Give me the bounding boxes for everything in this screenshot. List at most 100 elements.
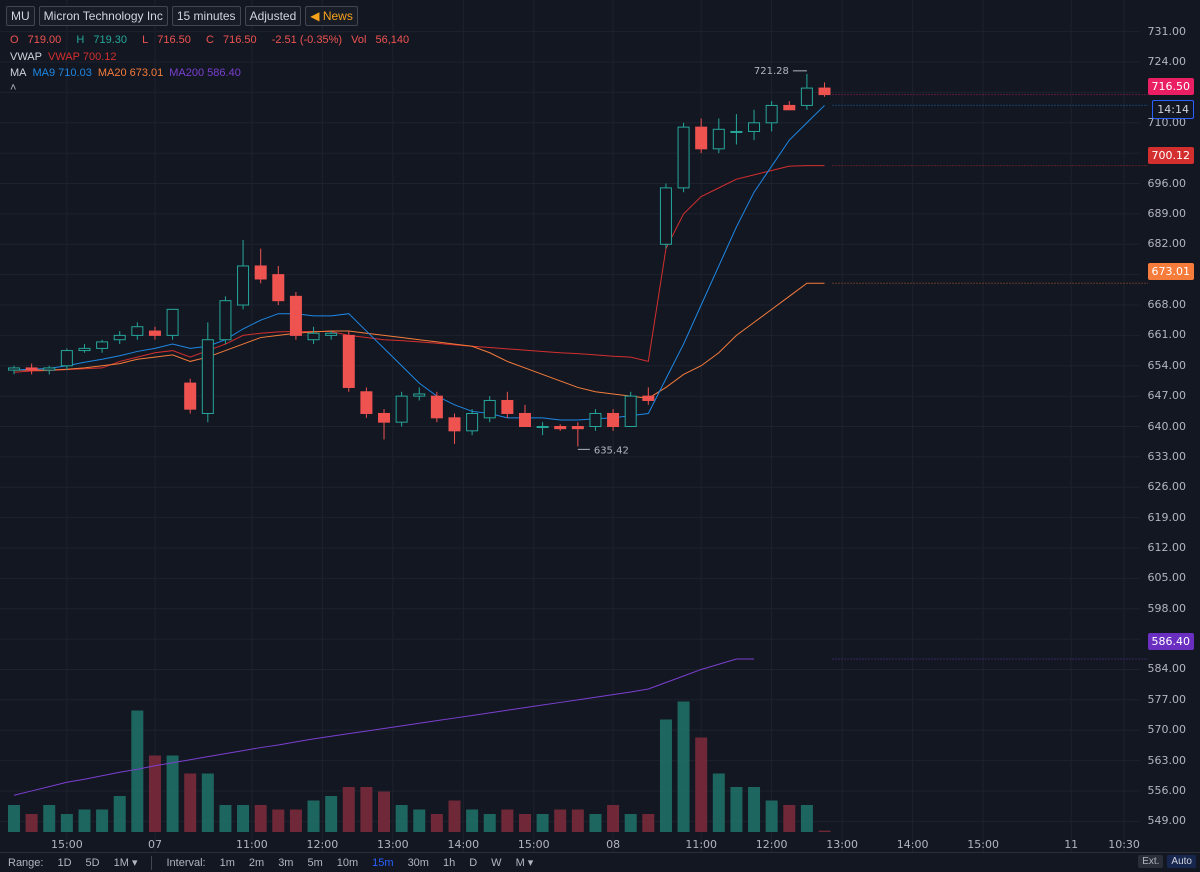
volume-bar bbox=[765, 800, 778, 832]
interval-30m[interactable]: 30m bbox=[407, 856, 429, 869]
interval-2m[interactable]: 2m bbox=[248, 856, 265, 869]
interval-10m[interactable]: 10m bbox=[336, 856, 359, 869]
price-tick-label: 626.00 bbox=[1147, 480, 1187, 494]
interval-m[interactable]: M ▾ bbox=[516, 856, 534, 869]
candle-body bbox=[237, 265, 250, 306]
high-value: 719.30 bbox=[93, 34, 128, 46]
volume-bar bbox=[289, 809, 302, 832]
volume-bar bbox=[607, 805, 620, 832]
candle-body bbox=[518, 412, 531, 427]
volume-bar bbox=[148, 755, 161, 832]
volume-bar bbox=[642, 814, 655, 832]
ohlc-legend: O 719.00 H 719.30 L 716.50 C 716.50 -2.5… bbox=[10, 34, 421, 46]
volume-bar bbox=[8, 805, 20, 832]
news-button[interactable]: ◀ News bbox=[305, 6, 358, 26]
vwap-legend[interactable]: VWAP VWAP 700.12 bbox=[10, 51, 123, 63]
price-tick-label: 563.00 bbox=[1147, 753, 1187, 767]
vwap-legend-value: VWAP 700.12 bbox=[48, 51, 117, 63]
candle-body bbox=[765, 104, 778, 124]
candle-body bbox=[430, 395, 443, 419]
toolbar-divider bbox=[151, 855, 153, 870]
candle-body bbox=[342, 334, 355, 388]
symbol-chip[interactable]: MU bbox=[6, 6, 35, 26]
volume-bar bbox=[624, 814, 637, 832]
volume-bar bbox=[237, 805, 250, 832]
close-value: 716.50 bbox=[223, 34, 257, 46]
time-tick-label: 15:00 bbox=[967, 838, 999, 851]
change-value: -2.51 (-0.35%) bbox=[271, 34, 343, 46]
candle-body bbox=[360, 391, 373, 414]
volume-bar bbox=[272, 809, 285, 832]
volume-bar bbox=[589, 814, 602, 832]
volume-bar bbox=[78, 809, 91, 832]
auto-scale-toggle[interactable]: Auto bbox=[1167, 855, 1196, 868]
ma-legend-label: MA bbox=[10, 67, 27, 79]
price-tick-label: 640.00 bbox=[1147, 419, 1187, 433]
time-tick-label: 11:00 bbox=[236, 838, 268, 851]
ma200-price-tag: 586.40 bbox=[1147, 633, 1194, 650]
price-tick-label: 724.00 bbox=[1147, 55, 1187, 69]
volume-bar bbox=[783, 805, 796, 832]
time-tick-label: 11 bbox=[1064, 838, 1079, 851]
extended-hours-toggle[interactable]: Ext. bbox=[1138, 855, 1164, 868]
interval-1m[interactable]: 1m bbox=[219, 856, 235, 869]
time-tick-label: 12:00 bbox=[755, 838, 788, 851]
volume-bar bbox=[166, 755, 179, 832]
adjustment-chip[interactable]: Adjusted bbox=[244, 6, 302, 26]
candle-body bbox=[25, 367, 38, 371]
range-1d[interactable]: 1D bbox=[57, 856, 72, 869]
volume-bar bbox=[201, 773, 214, 832]
vwap-price-tag: 700.12 bbox=[1147, 147, 1194, 164]
volume-bar bbox=[395, 805, 408, 832]
candle-body bbox=[466, 412, 479, 432]
range-5d[interactable]: 5D bbox=[85, 856, 100, 869]
low-annotation: 635.42 bbox=[594, 445, 629, 456]
interval-w[interactable]: W bbox=[491, 856, 502, 869]
price-tick-label: 633.00 bbox=[1147, 449, 1187, 463]
close-label: C bbox=[205, 34, 214, 46]
volume-bar bbox=[518, 814, 531, 832]
candle-body bbox=[325, 332, 338, 336]
candle-body bbox=[501, 399, 514, 414]
price-tick-label: 549.00 bbox=[1147, 814, 1187, 828]
vwap-legend-label: VWAP bbox=[10, 51, 42, 63]
candle-body bbox=[148, 330, 161, 336]
volume-bar bbox=[483, 814, 496, 832]
ma200-legend-value: MA200 586.40 bbox=[169, 67, 241, 79]
price-tick-label: 584.00 bbox=[1147, 662, 1187, 676]
candle-body bbox=[413, 393, 426, 397]
candle-body bbox=[78, 347, 91, 352]
price-tick-label: 668.00 bbox=[1147, 298, 1187, 312]
volume-bar bbox=[730, 787, 743, 832]
candle-body bbox=[677, 126, 690, 189]
ma20-legend-value: MA20 673.01 bbox=[97, 67, 164, 79]
volume-bar bbox=[695, 737, 708, 832]
volume-bar bbox=[25, 814, 38, 832]
symbol-header: MU Micron Technology Inc 15 minutes Adju… bbox=[6, 6, 358, 26]
ma-legend[interactable]: MA MA9 710.03 MA20 673.01 MA200 586.40 bbox=[10, 67, 247, 79]
interval-5m[interactable]: 5m bbox=[307, 856, 323, 869]
range-1m[interactable]: 1M ▾ bbox=[114, 856, 138, 869]
candle-body bbox=[272, 274, 285, 302]
time-tick-label: 12:00 bbox=[306, 838, 339, 851]
ma20-price-tag: 673.01 bbox=[1147, 263, 1194, 280]
candle-body bbox=[642, 395, 655, 401]
time-tick-label: 10:30 bbox=[1108, 838, 1140, 851]
volume-bar bbox=[448, 800, 461, 832]
high-label: H bbox=[76, 34, 85, 46]
interval-15m[interactable]: 15m bbox=[372, 856, 394, 869]
candle-body bbox=[589, 412, 602, 427]
interval-label: Interval: bbox=[166, 856, 206, 869]
interval-d[interactable]: D bbox=[469, 856, 478, 869]
interval-3m[interactable]: 3m bbox=[278, 856, 294, 869]
interval-chip[interactable]: 15 minutes bbox=[171, 6, 241, 26]
countdown-tag: 14:14 bbox=[1152, 100, 1194, 119]
interval-1h[interactable]: 1h bbox=[442, 856, 456, 869]
price-tick-label: 696.00 bbox=[1147, 176, 1187, 190]
collapse-legend-icon[interactable]: ˄ bbox=[10, 82, 17, 94]
volume-bar bbox=[219, 805, 232, 832]
company-name-chip[interactable]: Micron Technology Inc bbox=[38, 6, 168, 26]
candle-body bbox=[166, 308, 179, 336]
price-tick-label: 654.00 bbox=[1147, 358, 1187, 372]
